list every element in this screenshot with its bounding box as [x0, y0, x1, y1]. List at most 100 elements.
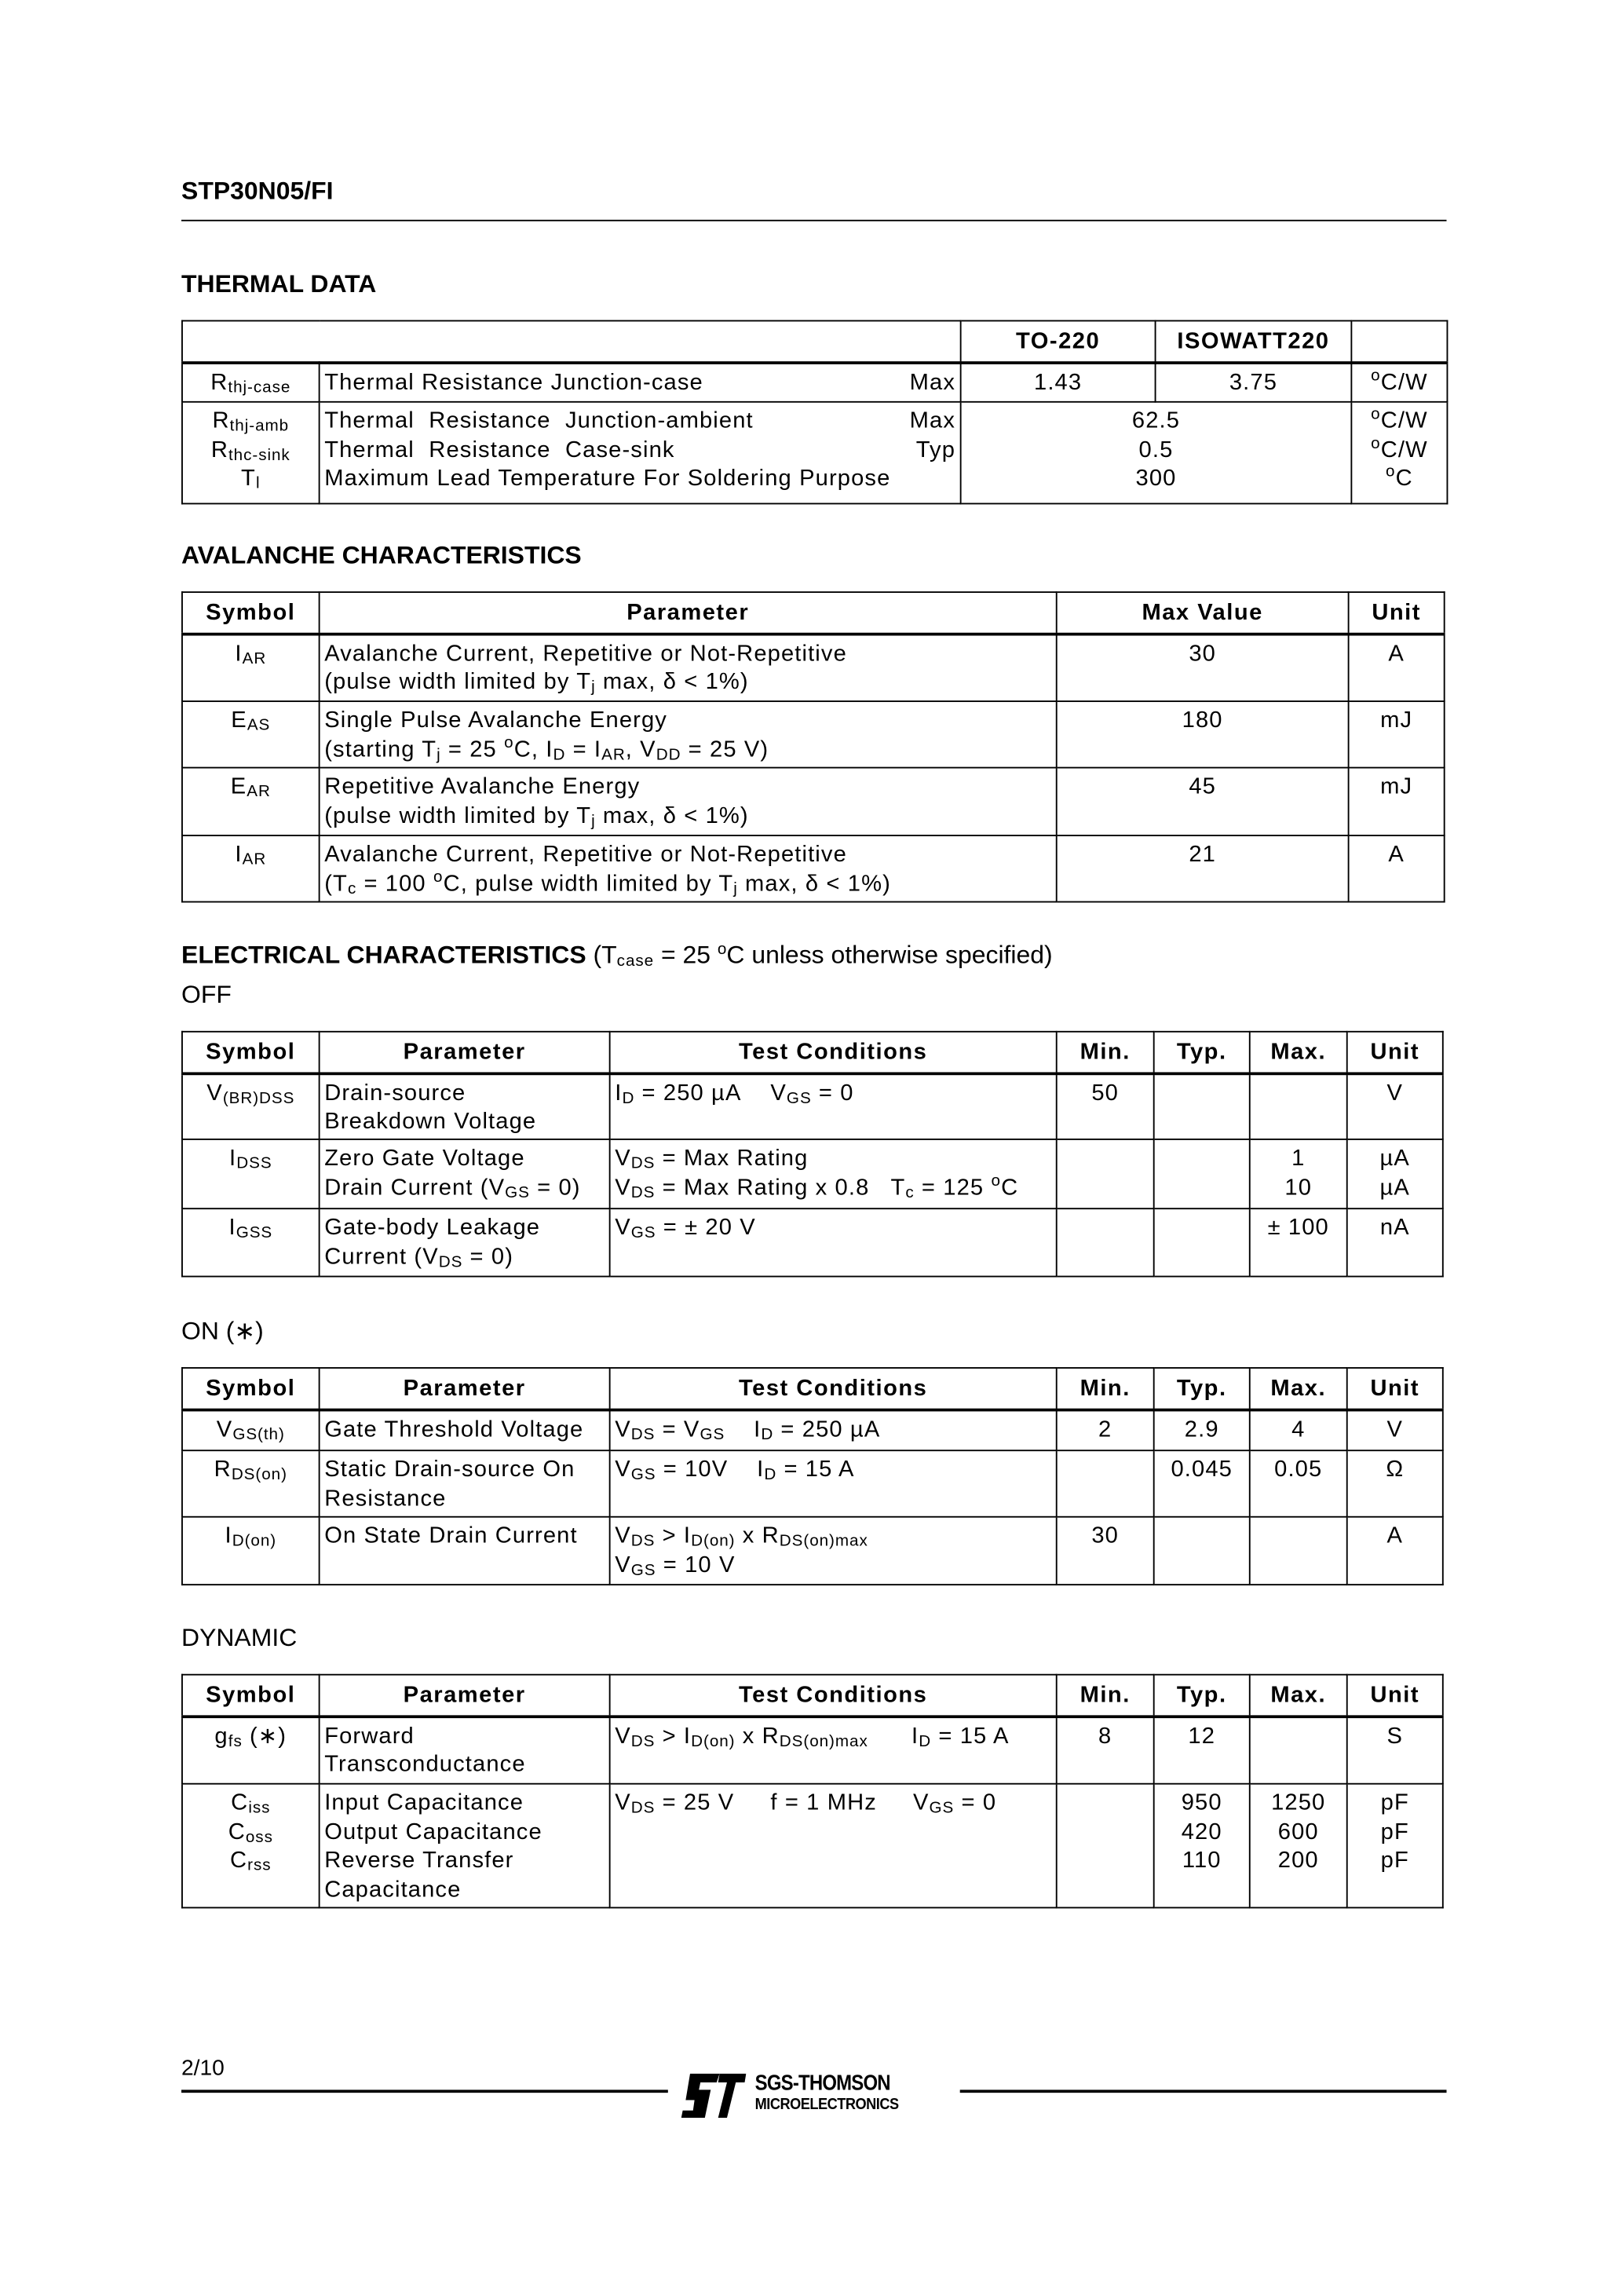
- cell-min: [1055, 1208, 1155, 1278]
- off-table: Symbol Parameter Test Conditions Min. Typ. Ma…: [181, 1030, 1444, 1278]
- page-number: 2/10: [181, 2056, 225, 2082]
- cell-unit: V: [1346, 1408, 1444, 1452]
- blank-header: [181, 320, 962, 364]
- cell-unit: S: [1346, 1715, 1444, 1785]
- column-header: Typ.: [1153, 1030, 1251, 1074]
- table-row: EAR Repetitive Avalanche Energy (pulse wid…: [181, 766, 1445, 836]
- table-row: Ciss Coss Crss Input Capacitance Output Capa…: [181, 1782, 1444, 1909]
- symbols: Rthj-amb Rthc-sink Tl: [181, 400, 320, 505]
- column-header: Test Conditions: [608, 1673, 1058, 1717]
- table-row: IDSS Zero Gate Voltage Drain Current (VGS …: [181, 1138, 1444, 1210]
- cell-typ: 950 420 110: [1153, 1782, 1251, 1909]
- cell-symbol: EAS: [181, 700, 320, 769]
- cell-symbol: gfs (∗): [181, 1715, 320, 1785]
- col-to220: TO-220: [959, 320, 1156, 364]
- qualifiers: Max Typ: [909, 408, 956, 462]
- electrical-heading: ELECTRICAL CHARACTERISTICS (Tcase = 25 o…: [181, 941, 1053, 971]
- cell-min: [1055, 1138, 1155, 1210]
- cell-symbol: IDSS: [181, 1138, 320, 1210]
- logo-line2: MICROELECTRONICS: [754, 2095, 899, 2114]
- cell-symbol: IAR: [181, 835, 320, 903]
- sgs-thomson-logo: SGS-THOMSON MICROELECTRONICS: [681, 2070, 947, 2119]
- column-header: Max.: [1248, 1673, 1348, 1717]
- cell-parameter: Avalanche Current, Repetitive or Not-Rep…: [318, 835, 1058, 903]
- cell-unit: nA: [1346, 1208, 1444, 1278]
- header-rule: [181, 219, 1447, 221]
- cell-test-conditions: VDS = VGS ID = 250 µA: [608, 1408, 1058, 1452]
- cell-test-conditions: VDS > ID(on) x RDS(on)max VGS = 10 V: [608, 1515, 1058, 1586]
- cell-max-value: 180: [1055, 700, 1350, 769]
- cell-parameter: Forward Transconductance: [318, 1715, 611, 1785]
- column-header: Min.: [1055, 1673, 1155, 1717]
- table-row: IGSS Gate-body Leakage Current (VDS = 0) VG…: [181, 1208, 1444, 1278]
- cell-max: [1248, 1715, 1348, 1785]
- column-header: Symbol: [181, 1030, 320, 1074]
- cell-typ: 2.9: [1153, 1408, 1251, 1452]
- column-header: Symbol: [181, 1673, 320, 1717]
- column-header: Max Value: [1055, 591, 1350, 634]
- parameter-text: Thermal Resistance Junction-case: [324, 369, 703, 395]
- column-header: Parameter: [318, 1367, 611, 1410]
- column-header: Unit: [1347, 591, 1445, 634]
- cell-max: 0.05: [1248, 1450, 1348, 1518]
- cell-symbol: Ciss Coss Crss: [181, 1782, 320, 1909]
- column-header: Max.: [1248, 1030, 1348, 1074]
- cell-symbol: IGSS: [181, 1208, 320, 1278]
- on-table: Symbol Parameter Test Conditions Min. Typ. Ma…: [181, 1367, 1444, 1586]
- column-header: Parameter: [318, 1030, 611, 1074]
- cell-symbol: V(BR)DSS: [181, 1072, 320, 1140]
- cell-min: 50: [1055, 1072, 1155, 1140]
- table-row: V(BR)DSS Drain-source Breakdown Voltage ID …: [181, 1072, 1444, 1140]
- parameter-lines: Thermal Resistance Junction-ambient Therm…: [324, 408, 891, 492]
- column-header: Parameter: [318, 1673, 611, 1717]
- cell-test-conditions: VDS = 25 V f = 1 MHz VGS = 0: [608, 1782, 1058, 1909]
- cell-min: [1055, 1450, 1155, 1518]
- cell-symbol: EAR: [181, 766, 320, 836]
- column-header: Unit: [1346, 1367, 1444, 1410]
- thermal-data-table: TO-220 ISOWATT220 Rthj-case Max Thermal R…: [181, 320, 1448, 505]
- values: 62.5 0.5 300: [959, 400, 1353, 505]
- cell-max: 4: [1248, 1408, 1348, 1452]
- column-header: Unit: [1346, 1030, 1444, 1074]
- cell-parameter: Input Capacitance Output Capacitance Rever…: [318, 1782, 611, 1909]
- cell-parameter: Repetitive Avalanche Energy (pulse width …: [318, 766, 1058, 836]
- cell-parameter: Drain-source Breakdown Voltage: [318, 1072, 611, 1140]
- parameters: Max Typ Thermal Resistance Junction-ambien…: [318, 400, 962, 505]
- cell-typ: [1153, 1515, 1251, 1586]
- col-isowatt220: ISOWATT220: [1154, 320, 1353, 364]
- cell-test-conditions: VDS = Max Rating VDS = Max Rating x 0.8 T…: [608, 1138, 1058, 1210]
- column-header: Typ.: [1153, 1673, 1251, 1717]
- logo-line1: SGS-THOMSON: [754, 2070, 891, 2096]
- aval-table: Symbol Parameter Max Value Unit IAR Avalanche…: [181, 591, 1445, 903]
- cell-unit: mJ: [1347, 700, 1445, 769]
- column-header: Test Conditions: [608, 1367, 1058, 1410]
- cell-min: 2: [1055, 1408, 1155, 1452]
- table-row: IAR Avalanche Current, Repetitive or Not-…: [181, 835, 1445, 903]
- symbol: Rthj-case: [181, 361, 320, 403]
- column-header: Typ.: [1153, 1367, 1251, 1410]
- avalanche-heading: AVALANCHE CHARACTERISTICS: [181, 541, 582, 569]
- dyn-table: Symbol Parameter Test Conditions Min. Typ. Ma…: [181, 1673, 1444, 1909]
- cell-symbol: VGS(th): [181, 1408, 320, 1452]
- cell-typ: [1153, 1072, 1251, 1140]
- cell-test-conditions: VDS > ID(on) x RDS(on)max ID = 15 A: [608, 1715, 1058, 1785]
- electrical-heading-text: ELECTRICAL CHARACTERISTICS: [181, 941, 586, 969]
- cell-parameter: Avalanche Current, Repetitive or Not-Rep…: [318, 632, 1058, 703]
- cell-typ: [1153, 1208, 1251, 1278]
- cell-max: [1248, 1515, 1348, 1586]
- cell-unit: A: [1347, 835, 1445, 903]
- col-unit: [1350, 320, 1448, 364]
- value-to220: 1.43: [959, 361, 1156, 403]
- table-row: ID(on) On State Drain Current VDS > ID(on)…: [181, 1515, 1444, 1586]
- footer-rule-right: [959, 2089, 1447, 2093]
- cell-unit: A: [1347, 632, 1445, 703]
- table-row: IAR Avalanche Current, Repetitive or Not-…: [181, 632, 1445, 703]
- cell-symbol: ID(on): [181, 1515, 320, 1586]
- unit: oC/W: [1350, 361, 1448, 403]
- cell-max: [1248, 1072, 1348, 1140]
- column-header: Min.: [1055, 1030, 1155, 1074]
- cell-typ: 12: [1153, 1715, 1251, 1785]
- cell-parameter: On State Drain Current: [318, 1515, 611, 1586]
- cell-parameter: Gate Threshold Voltage: [318, 1408, 611, 1452]
